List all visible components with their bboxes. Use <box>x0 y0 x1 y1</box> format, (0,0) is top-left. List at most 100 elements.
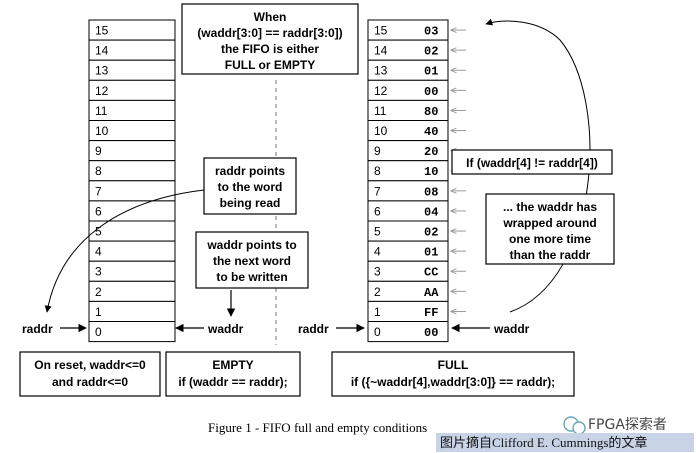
right-memory-index: 7 <box>374 184 381 198</box>
full-note: FULL if ({~waddr[4],waddr[3:0]} == raddr… <box>331 351 575 397</box>
right-memory-index: 6 <box>374 204 381 218</box>
left-memory-cell <box>88 260 176 282</box>
wrapped-line-1: ... the waddr has <box>503 200 597 214</box>
empty-title: EMPTY <box>212 358 253 372</box>
left-memory-index: 13 <box>95 64 109 78</box>
when-line-4: FULL or EMPTY <box>225 58 315 72</box>
right-memory-cell <box>367 321 449 343</box>
when-line-1: When <box>254 10 287 24</box>
left-memory-cell <box>88 321 176 343</box>
raddr-curve-arrow <box>44 189 205 313</box>
left-memory-index: 14 <box>95 44 109 58</box>
if-wrap-note: If (waddr[4] != raddr[4]) <box>451 149 613 175</box>
left-memory-cell <box>88 140 176 162</box>
wrapped-line-4: than the raddr <box>510 248 591 262</box>
raddr-note-line-2: to the word <box>218 180 283 194</box>
right-memory-value: 00 <box>424 326 438 340</box>
right-memory-index: 3 <box>374 265 381 279</box>
when-note: When (waddr[3:0] == raddr[3:0]) the FIFO… <box>181 3 359 75</box>
left-memory-cell <box>88 200 176 222</box>
wrapped-line-2: wrapped around <box>502 216 596 230</box>
left-memory-cell <box>88 220 176 242</box>
left-memory-index: 5 <box>95 225 102 239</box>
right-memory-index: 15 <box>374 24 388 38</box>
left-memory-cell <box>88 280 176 302</box>
right-memory-index: 5 <box>374 225 381 239</box>
right-memory-value: CC <box>424 266 438 280</box>
right-memory-value: FF <box>424 306 438 320</box>
right-memory-value: 01 <box>424 246 438 260</box>
wrap-curve-arrow <box>485 18 591 313</box>
left-memory-index: 15 <box>95 24 109 38</box>
wechat-icon <box>563 416 586 435</box>
raddr-note-line-3: being read <box>220 196 281 210</box>
raddr-points-note: raddr points to the word being read <box>203 157 297 215</box>
when-line-2: (waddr[3:0] == raddr[3:0]) <box>197 26 342 40</box>
watermark: FPGA探索者 图片摘自Clifford E. Cummings的文章 <box>436 416 694 452</box>
empty-condition: if (waddr == raddr); <box>178 375 287 389</box>
left-memory-cell <box>88 240 176 262</box>
left-memory-index: 11 <box>95 104 108 118</box>
left-memory-index: 1 <box>95 305 102 319</box>
right-memory-value: 08 <box>424 185 438 199</box>
right-memory-value: AA <box>424 286 439 300</box>
wrapped-line-3: one more time <box>509 232 591 246</box>
waddr-points-note: waddr points to the next word to be writ… <box>195 231 309 289</box>
right-memory-index: 1 <box>374 305 381 319</box>
watermark-brand: FPGA探索者 <box>588 416 667 433</box>
wrapped-note: ... the waddr has wrapped around one mor… <box>485 193 615 265</box>
right-memory-index: 13 <box>374 64 388 78</box>
left-memory-index: 10 <box>95 124 109 138</box>
left-memory-index: 2 <box>95 285 102 299</box>
left-waddr-label: waddr <box>207 322 244 336</box>
right-memory-index: 11 <box>374 104 387 118</box>
right-memory-index: 12 <box>374 84 388 98</box>
reset-line-1: On reset, waddr<=0 <box>34 358 146 372</box>
left-memory-index: 3 <box>95 265 102 279</box>
waddr-note-line-2: the next word <box>213 254 291 268</box>
right-memory-value: 10 <box>424 165 438 179</box>
watermark-credit-bg <box>436 433 694 452</box>
right-memory-index: 10 <box>374 124 388 138</box>
figure-caption: Figure 1 - FIFO full and empty condition… <box>208 420 427 435</box>
waddr-note-line-3: to be written <box>216 270 287 284</box>
left-memory-index: 7 <box>95 184 102 198</box>
right-memory-value: 00 <box>424 85 438 99</box>
right-memory-value: 20 <box>424 145 438 159</box>
waddr-note-line-1: waddr points to <box>206 238 296 252</box>
raddr-note-line-1: raddr points <box>215 164 285 178</box>
right-memory-value: 03 <box>424 25 438 39</box>
left-memory-index: 9 <box>95 144 102 158</box>
left-raddr-label: raddr <box>22 322 53 336</box>
right-memory-value: 01 <box>424 65 438 79</box>
reset-note: On reset, waddr<=0 and raddr<=0 <box>19 351 161 397</box>
left-memory-cell <box>88 160 176 182</box>
left-memory-cell <box>88 300 176 322</box>
left-memory-index: 8 <box>95 164 102 178</box>
right-memory-index: 14 <box>374 44 388 58</box>
left-memory-index: 0 <box>95 325 102 339</box>
full-condition: if ({~waddr[4],waddr[3:0]} == raddr); <box>351 375 555 389</box>
full-title: FULL <box>438 358 469 372</box>
right-memory-value: 80 <box>424 105 438 119</box>
left-memory-index: 4 <box>95 245 102 259</box>
right-memory-index: 8 <box>374 164 381 178</box>
right-memory-value: 40 <box>424 125 438 139</box>
left-memory-index: 12 <box>95 84 109 98</box>
right-memory-index: 0 <box>374 325 381 339</box>
right-memory-value: 02 <box>424 45 438 59</box>
right-waddr-label: waddr <box>493 322 530 336</box>
right-memory-index: 4 <box>374 245 381 259</box>
reset-line-2: and raddr<=0 <box>52 375 128 389</box>
right-raddr-label: raddr <box>298 322 329 336</box>
empty-note: EMPTY if (waddr == raddr); <box>165 351 301 397</box>
right-memory-value: 04 <box>424 205 438 219</box>
when-line-3: the FIFO is either <box>221 42 319 56</box>
left-memory-index: 6 <box>95 204 102 218</box>
watermark-credit: 图片摘自Clifford E. Cummings的文章 <box>440 435 647 450</box>
if-wrap-text: If (waddr[4] != raddr[4]) <box>466 156 598 170</box>
right-memory-index: 9 <box>374 144 381 158</box>
right-memory-value: 02 <box>424 226 438 240</box>
